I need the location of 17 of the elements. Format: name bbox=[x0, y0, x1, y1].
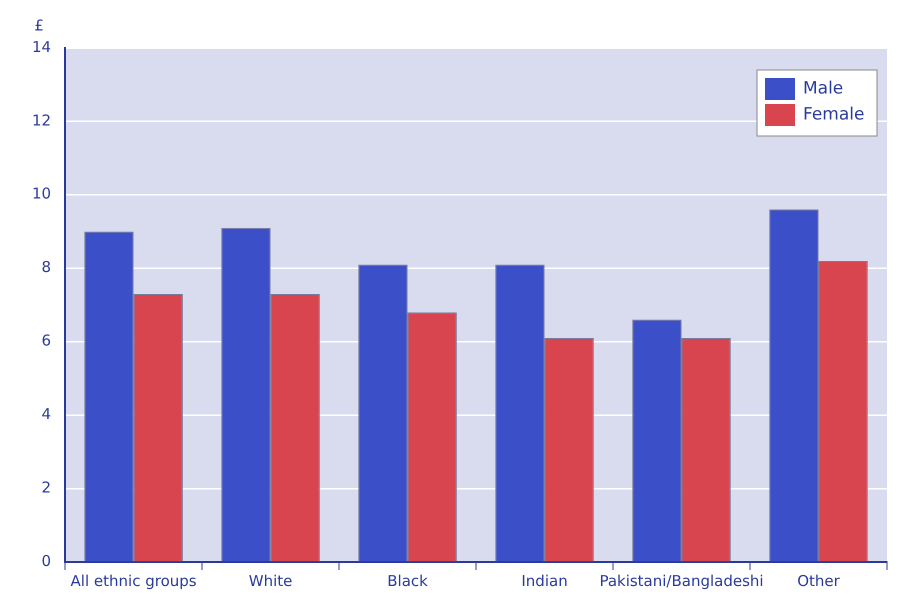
x-tick-label: Black bbox=[387, 572, 428, 590]
x-tick-label: Pakistani/Bangladeshi bbox=[599, 572, 764, 590]
legend-label: Female bbox=[803, 104, 864, 124]
y-tick-label: 0 bbox=[42, 552, 52, 570]
y-tick-label: 12 bbox=[32, 111, 52, 130]
y-tick-label: 6 bbox=[42, 332, 52, 350]
x-tick-label: Indian bbox=[521, 572, 568, 590]
y-tick-label: 8 bbox=[42, 258, 52, 276]
x-tick-label: All ethnic groups bbox=[70, 572, 197, 590]
y-tick-label: 2 bbox=[42, 478, 52, 496]
y-tick-label: 4 bbox=[42, 405, 52, 424]
legend-label: Male bbox=[803, 78, 844, 98]
x-tick-label: Other bbox=[797, 572, 841, 590]
y-tick-label: 10 bbox=[32, 184, 52, 203]
y-axis-title: £ bbox=[34, 16, 44, 34]
x-tick-label: White bbox=[248, 572, 292, 590]
y-tick-label: 14 bbox=[32, 38, 52, 56]
